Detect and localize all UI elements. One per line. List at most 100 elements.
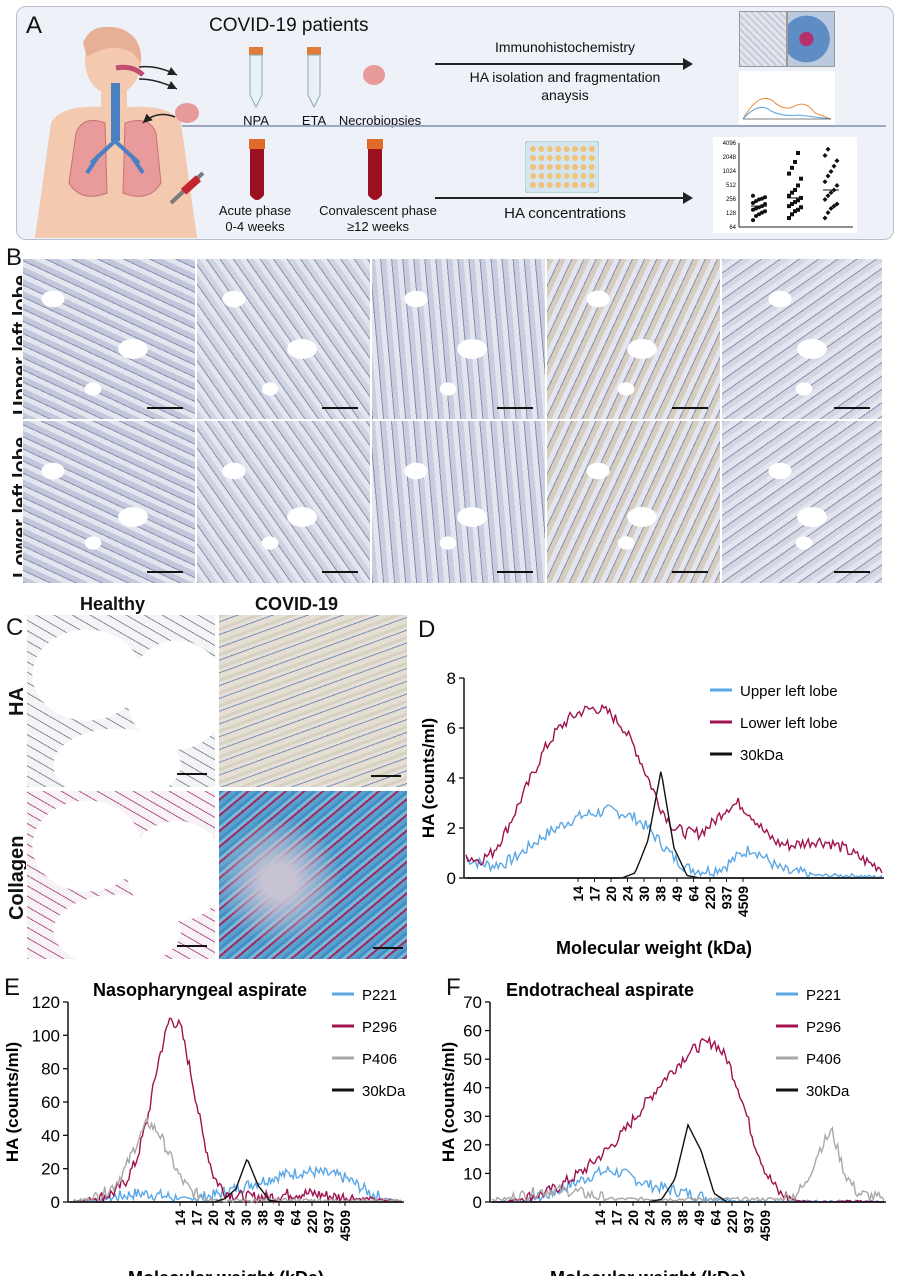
divider <box>182 125 886 127</box>
dot-plot-point <box>760 196 764 201</box>
well <box>538 173 545 179</box>
well-plate-icon <box>525 141 599 193</box>
x-tick-label: 38 <box>653 886 669 902</box>
well <box>555 182 562 188</box>
legend-label: Upper left lobe <box>740 683 838 700</box>
well <box>563 173 570 179</box>
legend-label: 30kDa <box>362 1083 406 1100</box>
dot-plot-point <box>751 218 755 223</box>
dot-plot-point <box>834 201 840 207</box>
well <box>580 182 587 188</box>
dot-plot-point <box>799 176 803 181</box>
panel-a-title: COVID-19 patients <box>209 15 369 36</box>
well <box>580 146 587 152</box>
series-line-lower-left-lobe <box>465 703 883 874</box>
dot-plot-point <box>828 168 834 174</box>
dot-plot-tick-label: 2048 <box>723 155 737 161</box>
histology-image <box>22 420 196 584</box>
arrow2-label-ha-concentrations: HA concentrations <box>504 205 626 222</box>
x-tick-label: 14 <box>172 1210 188 1226</box>
x-tick-label: 49 <box>271 1210 287 1226</box>
scale-bar <box>322 571 358 573</box>
dot-plot-point <box>790 201 794 206</box>
well <box>580 164 587 170</box>
dot-plot-point <box>760 210 764 215</box>
convalescent-blood-tube-icon <box>367 139 383 200</box>
y-tick-label: 120 <box>32 993 60 1012</box>
sample-label-npa: NPA <box>243 113 269 128</box>
dot-plot-point <box>834 158 840 164</box>
well <box>563 182 570 188</box>
well <box>563 146 570 152</box>
scale-bar <box>371 775 401 777</box>
patient-anatomy-illustration <box>35 26 205 238</box>
sample-label-eta: ETA <box>301 113 327 128</box>
tissue-sample-icon <box>175 103 199 123</box>
y-axis-label: HA (counts/ml) <box>3 1042 22 1162</box>
dot-plot-point <box>763 195 767 200</box>
x-tick-label: 30 <box>658 1210 674 1226</box>
arrow-right-icon <box>435 58 693 70</box>
y-tick-label: 70 <box>463 993 482 1012</box>
ha-concentration-dot-plot: 4096 2048 1024 512 256 128 64 <box>713 137 857 233</box>
dot-plot-point <box>793 187 797 192</box>
series-line-p221 <box>69 1164 403 1204</box>
dot-plot-background <box>713 137 857 233</box>
y-tick-label: 0 <box>447 869 456 888</box>
x-tick-label: 937 <box>321 1210 337 1234</box>
dot-plot-point <box>796 198 800 203</box>
series-line-upper-left-lobe <box>465 804 883 880</box>
well <box>555 146 562 152</box>
dot-plot-point <box>793 209 797 214</box>
x-tick-label: 49 <box>691 1210 707 1226</box>
panel-letter-f: F <box>446 974 461 1001</box>
dot-plot-point <box>751 193 755 198</box>
well <box>572 155 578 161</box>
dot-plot-point <box>822 153 828 159</box>
healthy-ha-stain-image <box>26 614 216 788</box>
panel-letter-a: A <box>26 12 43 39</box>
dot-plot-point <box>793 159 797 164</box>
dot-plot-point <box>822 215 828 221</box>
dot-plot-point <box>796 150 800 155</box>
thumbnail-ha-stain <box>739 11 787 67</box>
x-tick-label: 17 <box>609 1210 625 1226</box>
well <box>546 164 553 170</box>
acute-blood-tube-icon <box>249 139 265 200</box>
dot-plot-point <box>751 207 755 212</box>
panel-letter-d: D <box>418 616 436 643</box>
x-tick-label: 30 <box>238 1210 254 1226</box>
y-tick-label: 4 <box>447 769 456 788</box>
y-tick-label: 6 <box>447 719 456 738</box>
series-line-30kda <box>70 1158 402 1203</box>
y-tick-label: 40 <box>463 1079 482 1098</box>
y-tick-label: 60 <box>41 1093 60 1112</box>
scale-bar <box>147 407 183 409</box>
legend-label: P221 <box>806 987 841 1004</box>
well <box>588 164 595 170</box>
dot-plot-tick-label: 512 <box>726 183 737 189</box>
well <box>530 146 536 152</box>
x-tick-label: 220 <box>724 1210 740 1234</box>
dot-plot-point <box>757 197 761 202</box>
x-tick-label: 4509 <box>337 1210 353 1241</box>
acute-phase-label: Acute phase <box>218 203 292 218</box>
legend-label: P296 <box>362 1019 397 1036</box>
x-tick-label: 49 <box>669 886 685 902</box>
scale-bar <box>497 571 533 573</box>
well <box>588 155 595 161</box>
x-tick-label: 220 <box>702 886 718 910</box>
arrow-right-icon-2 <box>435 192 693 204</box>
x-tick-label: 14 <box>570 886 586 902</box>
histology-image <box>371 420 546 584</box>
y-tick-label: 60 <box>463 1022 482 1041</box>
x-tick-label: 20 <box>603 886 619 902</box>
well <box>555 155 562 161</box>
legend-label: P221 <box>362 987 397 1004</box>
dot-plot-point <box>763 201 767 206</box>
x-tick-label: 4509 <box>757 1210 773 1241</box>
chart-title: Endotracheal aspirate <box>506 980 694 1000</box>
